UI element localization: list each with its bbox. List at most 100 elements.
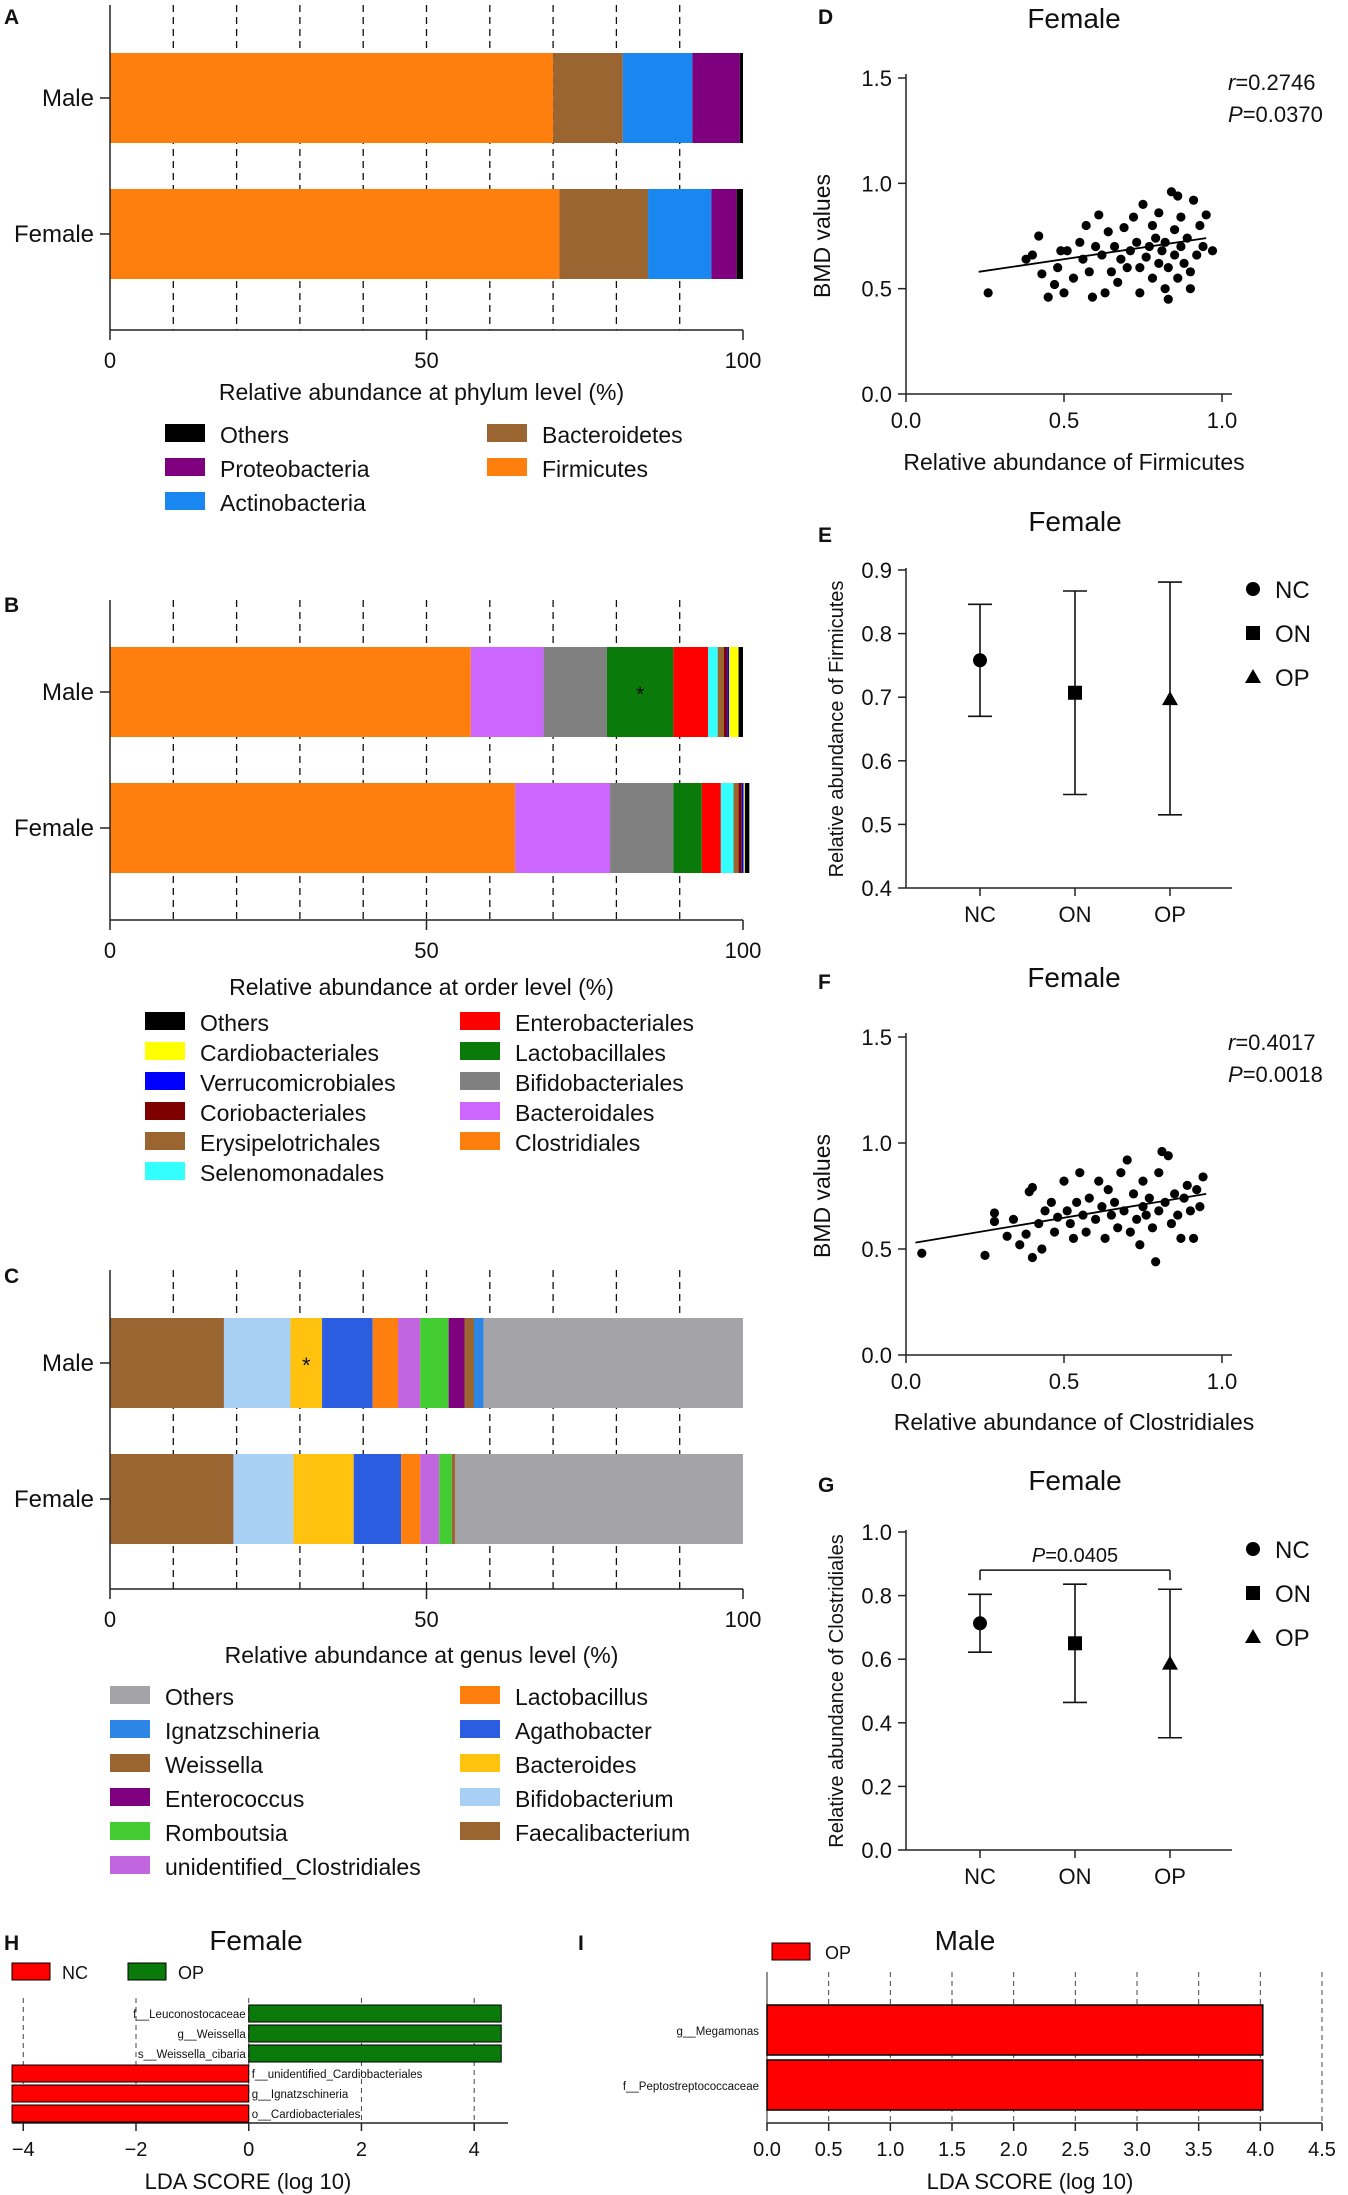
bar-segment: [401, 1454, 421, 1544]
x-category-label: OP: [1154, 902, 1186, 927]
data-point: [1037, 1244, 1047, 1254]
y-tick-label: 1.5: [861, 1025, 892, 1050]
bar-segment: [648, 189, 712, 279]
x-tick-label: 0.5: [1049, 408, 1080, 433]
data-point: [1046, 1197, 1056, 1207]
data-point: [1081, 220, 1091, 231]
x-tick-label: 1.0: [1207, 1369, 1238, 1394]
data-point: [1049, 279, 1060, 290]
bar-segment: [729, 647, 739, 737]
data-point: [1132, 237, 1142, 247]
bar-segment: [717, 647, 725, 737]
legend-marker-triangle: [1245, 669, 1261, 683]
data-point: [983, 288, 993, 298]
y-tick-label: 1.0: [861, 171, 892, 196]
y-tick-label: 1.5: [861, 66, 892, 91]
data-point: [1128, 212, 1139, 222]
mean-marker-square: [1068, 685, 1082, 700]
legend-swatch: [110, 1686, 150, 1704]
stat-symbol-r: r: [1228, 1030, 1237, 1055]
legend-swatch: [460, 1042, 500, 1060]
lda-bar-label: f__unidentified_Cardiobacteriales: [252, 2069, 423, 2081]
bar-segment: [673, 783, 702, 873]
legend-label: Ignatzschineria: [165, 1718, 320, 1744]
x-tick-label: 50: [414, 1607, 438, 1632]
stacked-bar-chart-A: Male Female 0 50 100 Relative abundance at ph…: [14, 5, 761, 516]
significance-star: *: [636, 682, 645, 707]
lda-bar-label: g__Megamonas: [677, 2026, 760, 2038]
bar-segment: [110, 53, 554, 143]
data-point: [1116, 254, 1126, 264]
data-point: [1125, 1227, 1135, 1237]
x-tick-label: 0.0: [891, 408, 922, 433]
legend-swatch: [145, 1042, 185, 1060]
y-tick-label: 0.6: [861, 1647, 892, 1672]
data-point: [1195, 1202, 1205, 1212]
x-tick-label: 50: [414, 348, 438, 373]
group-plot-G: Female 0.0 0.2 0.4 0.6 0.8 1.0 NC ON OP Relative a…: [826, 1465, 1311, 1889]
legend-label: Enterobacteriales: [515, 1010, 694, 1036]
x-axis-title: LDA SCORE (log 10): [145, 2169, 352, 2194]
x-tick-label: 0.5: [815, 2139, 843, 2161]
data-point: [1068, 273, 1079, 283]
data-point: [1185, 267, 1195, 277]
data-point: [1062, 1206, 1072, 1216]
data-point: [1138, 1176, 1148, 1186]
legend-swatch: [145, 1162, 185, 1180]
legend-swatch: [460, 1012, 500, 1030]
bar-segment: [743, 783, 745, 873]
x-tick-label: 100: [725, 1607, 762, 1632]
legend-label: NC: [62, 1963, 88, 1983]
lda-bar-label: g__Ignatzschineria: [252, 2089, 349, 2101]
data-point: [1100, 1233, 1110, 1243]
bar-segment: [439, 1454, 452, 1544]
data-point: [1147, 273, 1158, 283]
bar-segment: [606, 647, 674, 737]
y-category-label: Female: [14, 1486, 94, 1513]
legend-label: Erysipelotrichales: [200, 1130, 380, 1156]
data-point: [1015, 1240, 1025, 1250]
data-point: [1106, 267, 1116, 277]
data-point: [1091, 1214, 1101, 1224]
data-point: [1173, 191, 1183, 201]
data-point: [1027, 1252, 1037, 1263]
data-point: [1154, 1168, 1164, 1178]
legend-label: Enterococcus: [165, 1786, 304, 1812]
x-tick-label: 1.0: [1207, 408, 1238, 433]
data-point: [1188, 1233, 1199, 1243]
y-tick-label: 1.0: [861, 1520, 892, 1545]
x-axis-title: Relative abundance at genus level (%): [225, 1642, 619, 1668]
data-point: [1135, 288, 1145, 298]
panel-letter: H: [4, 1932, 19, 1955]
legend-marker-square: [1246, 626, 1260, 640]
data-point: [1135, 263, 1145, 273]
bar-segment: [398, 1318, 421, 1408]
data-point: [1094, 210, 1104, 220]
y-axis-title: Relative abundance of Clostridiales: [826, 1534, 848, 1848]
data-point: [1094, 1176, 1104, 1186]
y-tick-label: 0.0: [861, 382, 892, 407]
legend-swatch: [110, 1788, 150, 1806]
data-point: [1034, 1218, 1044, 1229]
legend-label: Actinobacteria: [220, 490, 366, 516]
x-tick-label: 1.5: [938, 2139, 966, 2161]
data-point: [1176, 212, 1186, 222]
legend-label: OP: [825, 1943, 851, 1963]
data-point: [989, 1208, 1000, 1218]
data-point: [1037, 269, 1047, 279]
data-point: [1128, 1189, 1139, 1199]
scatter-plot-F: Female 0.0 0.5 1.0 1.5 0.0 0.5 1.0 Relative abun…: [809, 962, 1323, 1435]
bracket-p-value: P=0.0405: [1032, 1545, 1118, 1567]
legend-swatch: [460, 1754, 500, 1772]
legend-label: Firmicutes: [542, 456, 648, 482]
lda-bar: [248, 2024, 502, 2043]
data-point: [1135, 1240, 1145, 1250]
x-axis-title: Relative abundance of Firmicutes: [903, 449, 1244, 475]
y-tick-label: 0.4: [861, 1711, 892, 1736]
bar-segment: [739, 53, 743, 143]
legend-label: Clostridiales: [515, 1130, 640, 1156]
stat-symbol-p: P: [1228, 102, 1243, 127]
y-tick-label: 0.5: [861, 1237, 892, 1262]
panel-letter: D: [818, 6, 833, 29]
bar-segment: [720, 783, 734, 873]
